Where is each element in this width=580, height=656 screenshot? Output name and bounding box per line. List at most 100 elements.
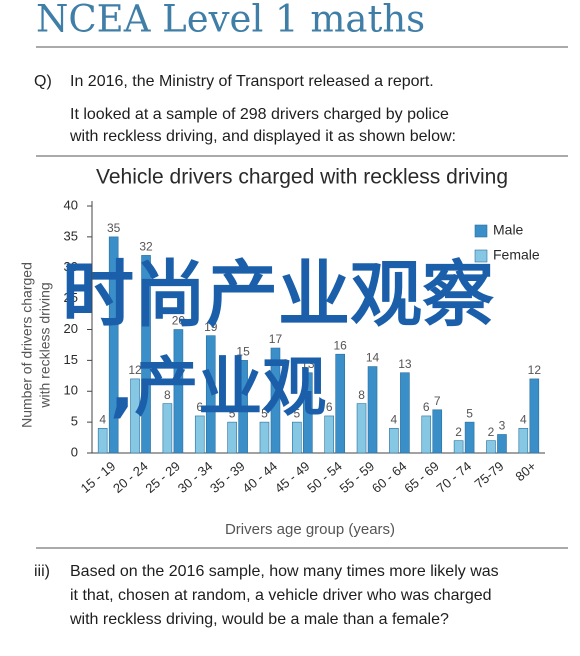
bar: [529, 378, 540, 454]
bar: [141, 255, 151, 454]
data-label: 13: [301, 357, 315, 371]
bar: [432, 409, 443, 454]
data-label: 6: [423, 400, 430, 414]
y-tick-label: 10: [64, 383, 78, 398]
y-tick-label: 40: [64, 197, 78, 212]
data-label: 12: [128, 363, 142, 377]
x-tick-label: 65 - 69: [401, 458, 442, 496]
data-label: 12: [528, 363, 542, 377]
chart-title: Vehicle drivers charged with reckless dr…: [96, 166, 508, 189]
legend-label: Female: [493, 247, 540, 263]
data-label: 2: [488, 425, 495, 439]
bar: [389, 427, 399, 454]
y-tick-label: 5: [71, 414, 78, 429]
data-label: 4: [520, 412, 527, 426]
y-tick-label: 20: [64, 321, 78, 336]
x-tick-label: 25 - 29: [142, 458, 183, 496]
x-tick-label: 50 - 54: [304, 458, 345, 496]
bar: [367, 366, 378, 454]
bar: [238, 360, 248, 454]
bar: [270, 347, 281, 454]
watermark: 时尚产业观察: [62, 253, 494, 337]
y-tick-label: 35: [64, 228, 78, 243]
question-line: with reckless driving, would be a male t…: [69, 611, 449, 628]
question-line: In 2016, the Ministry of Transport relea…: [70, 73, 434, 90]
data-label: 6: [326, 400, 333, 414]
bar: [259, 421, 270, 454]
bar: [227, 421, 237, 454]
question-label: iii): [34, 563, 50, 580]
data-label: 8: [358, 388, 365, 402]
bar: [421, 415, 432, 454]
y-tick-label: 25: [64, 290, 78, 305]
data-label: 5: [466, 406, 473, 420]
bar: [335, 353, 345, 454]
page-title: NCEA Level 1 maths: [36, 0, 425, 41]
question-line: It looked at a sample of 298 drivers cha…: [70, 106, 449, 123]
x-tick-label: 55 - 59: [337, 458, 378, 496]
x-tick-label: 80+: [512, 458, 539, 484]
legend-label: Male: [493, 222, 524, 238]
data-label: 16: [333, 338, 347, 352]
data-label: 17: [269, 332, 283, 346]
bar: [356, 403, 367, 454]
watermark: ,产业观: [110, 352, 326, 426]
question-label: Q): [34, 73, 52, 90]
bar: [518, 427, 529, 454]
bar: [173, 329, 184, 454]
data-label: 7: [434, 394, 441, 408]
x-tick-label: 75-79: [471, 458, 506, 491]
x-tick-label: 70 - 74: [434, 458, 475, 496]
y-tick-label: 15: [64, 352, 78, 367]
question-line: it that, chosen at random, a vehicle dri…: [70, 587, 492, 604]
bar: [108, 236, 119, 454]
data-label: 6: [196, 400, 203, 414]
x-tick-label: 35 - 39: [207, 458, 248, 496]
data-label: 20: [172, 314, 186, 328]
bar: [400, 372, 410, 454]
y-axis-label: Number of drivers charged: [19, 262, 35, 428]
question-line: with reckless driving, and displayed it …: [69, 128, 456, 145]
data-label: 13: [398, 357, 412, 371]
x-tick-label: 15 - 19: [78, 458, 119, 496]
data-label: 14: [366, 351, 380, 365]
bar: [324, 415, 334, 454]
y-axis-label: with reckless driving: [37, 282, 53, 408]
bar: [194, 415, 205, 454]
bar: [162, 403, 173, 454]
bar: [497, 434, 507, 454]
legend-swatch: [474, 249, 488, 263]
bar: [292, 421, 302, 454]
x-tick-label: 20 - 24: [110, 458, 151, 496]
data-label: 32: [139, 240, 153, 254]
data-label: 5: [293, 406, 300, 420]
data-label: 3: [499, 419, 506, 433]
data-label: 19: [204, 320, 218, 334]
data-label: 35: [107, 221, 121, 235]
bar: [464, 421, 475, 454]
legend-swatch: [474, 224, 488, 238]
data-label: 5: [261, 406, 268, 420]
bar: [130, 378, 140, 454]
y-tick-label: 30: [64, 259, 78, 274]
x-tick-label: 60 - 64: [369, 458, 410, 496]
y-tick-label: 0: [71, 444, 78, 459]
bar: [97, 427, 108, 454]
data-label: 15: [236, 345, 250, 359]
x-tick-label: 30 - 34: [175, 458, 216, 496]
question-line: Based on the 2016 sample, how many times…: [70, 563, 499, 580]
x-tick-label: 40 - 44: [239, 458, 280, 496]
x-tick-label: 45 - 49: [272, 458, 313, 496]
bar: [205, 335, 216, 454]
x-axis-label: Drivers age group (years): [225, 521, 395, 538]
bar: [453, 440, 464, 454]
data-label: 4: [99, 412, 106, 426]
data-label: 5: [229, 406, 236, 420]
bar: [303, 372, 313, 454]
data-label: 8: [164, 388, 171, 402]
data-label: 2: [455, 425, 462, 439]
data-label: 4: [391, 412, 398, 426]
bar: [486, 440, 496, 454]
